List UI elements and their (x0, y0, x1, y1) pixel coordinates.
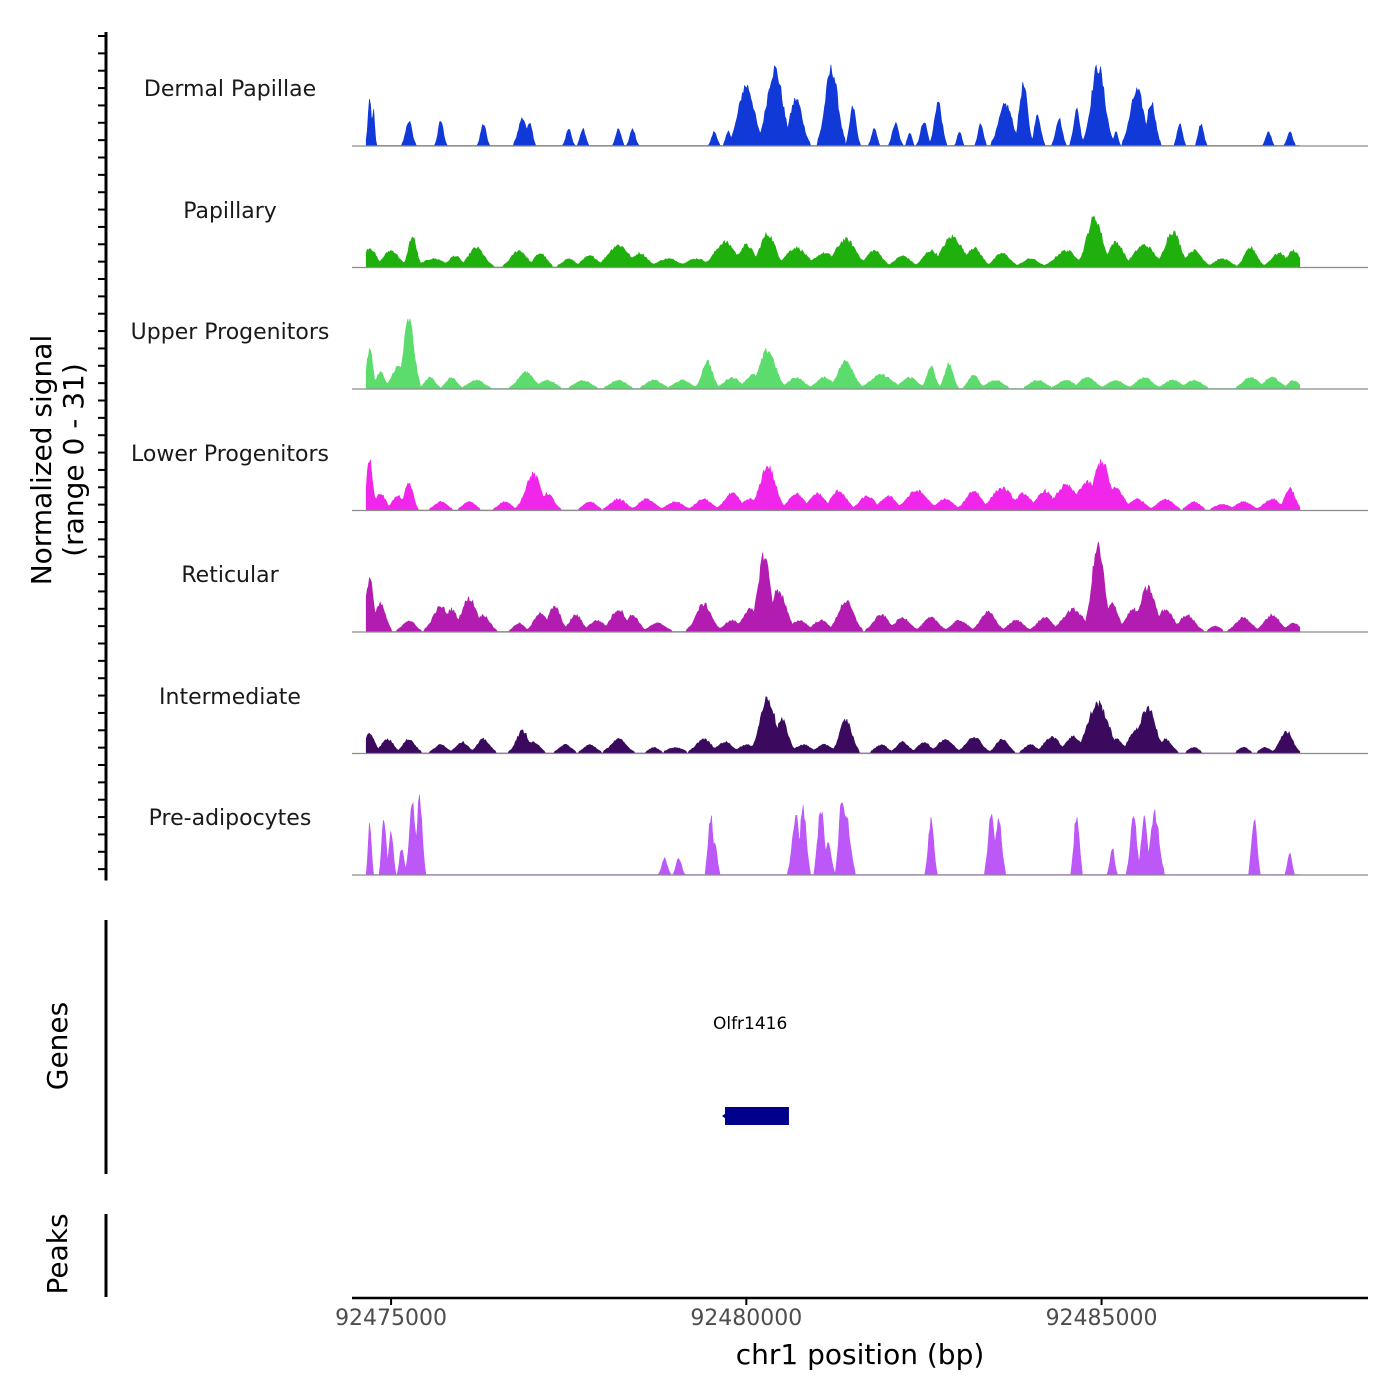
genes-axis-title: Genes (41, 1001, 74, 1091)
signal-area-3 (365, 459, 1301, 511)
signal-axis-title: Normalized signal (range 0 - 31) (25, 250, 90, 670)
track-label: Upper Progenitors (130, 320, 330, 345)
x-tick-label: 92485000 (1045, 1306, 1158, 1331)
x-tick-label: 92480000 (690, 1306, 803, 1331)
signal-axis-title-line2: (range 0 - 31) (57, 363, 90, 557)
signal-area-6 (365, 794, 1300, 875)
signal-area-2 (365, 318, 1301, 390)
track-label: Reticular (181, 563, 279, 588)
x-axis-title: chr1 position (bp) (735, 1338, 985, 1371)
track-label: Intermediate (159, 684, 301, 710)
track-label: Lower Progenitors (131, 441, 329, 467)
track-label: Papillary (183, 198, 277, 224)
track-label: Pre-adipocytes (148, 806, 312, 831)
gene-strand-arrow (722, 1111, 730, 1121)
x-tick-label: 92475000 (335, 1306, 448, 1331)
signal-area-4 (365, 541, 1301, 632)
signal-area-5 (365, 696, 1301, 754)
signal-area-1 (365, 215, 1301, 268)
signal-area-0 (365, 64, 1300, 146)
gene-body (725, 1107, 789, 1125)
signal-axis-title-line1: Normalized signal (25, 334, 58, 586)
track-label: Dermal Papillae (143, 77, 317, 102)
peaks-axis-title: Peaks (41, 1213, 74, 1295)
gene-label: Olfr1416 (712, 1014, 788, 1034)
